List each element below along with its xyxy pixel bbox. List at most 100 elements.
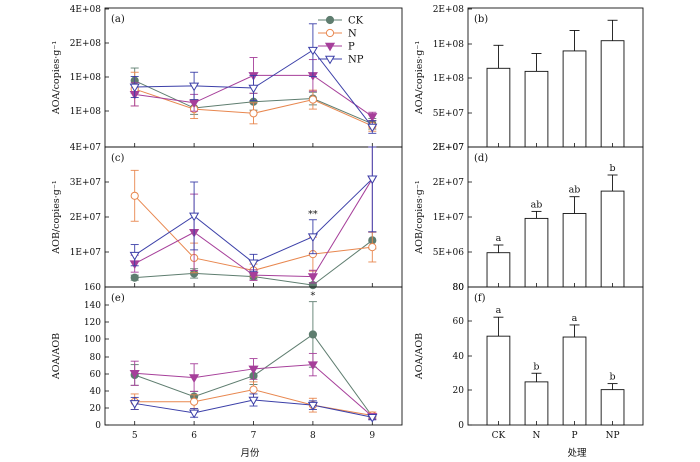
legend-item-np: NP <box>318 55 364 66</box>
data-point-np <box>189 82 200 92</box>
y-axis-label: AOB/copies·g⁻¹ <box>414 180 425 255</box>
panel-a-aoa-monthly: 4E+07 1E+08 1E+08 2E+08 4E+08 (a) AOA/copies·g… <box>51 5 403 153</box>
x-tick-label: 7 <box>251 431 257 441</box>
y-tick-label: 4E+07 <box>70 143 102 153</box>
significance-letter: a <box>496 233 502 244</box>
y-tick-label: 2E+07 <box>433 143 465 153</box>
data-point-np <box>248 396 259 406</box>
bar-p <box>562 336 587 426</box>
bar-ck <box>486 67 511 148</box>
legend-item-p: P <box>318 42 355 53</box>
bar-ck <box>486 252 511 288</box>
data-point-np <box>367 175 378 185</box>
data-point-np <box>129 400 140 409</box>
y-tick-label: 2E+07 <box>433 143 465 153</box>
data-point-np <box>129 251 140 261</box>
data-point-n <box>368 243 377 252</box>
y-tick-label: 80 <box>453 283 465 293</box>
data-point-np <box>189 212 200 222</box>
bar-ck <box>486 335 511 426</box>
data-point-n <box>249 109 258 118</box>
bar-p <box>562 50 587 148</box>
significance-letter: a <box>496 305 502 316</box>
x-tick-label: 6 <box>191 431 197 441</box>
data-point-p <box>129 369 140 379</box>
panel-label: (e) <box>111 293 125 304</box>
data-point-np <box>367 413 378 423</box>
data-point-n <box>130 191 139 200</box>
data-point-np <box>248 259 259 269</box>
data-point-n <box>308 95 317 104</box>
data-point-np <box>129 83 140 93</box>
x-tick-label: 9 <box>369 431 375 441</box>
data-point-p <box>248 365 259 375</box>
data-point-np <box>307 401 318 411</box>
y-tick-label: 2E+07 <box>433 178 465 188</box>
y-tick-label: 60 <box>453 317 465 327</box>
y-tick-label: 120 <box>84 318 101 328</box>
data-point-ck <box>130 273 139 282</box>
data-point-p <box>367 113 378 122</box>
legend-marker <box>325 15 335 25</box>
y-tick-label: 0 <box>458 421 464 431</box>
panel-label: (a) <box>111 14 125 25</box>
y-tick-label: 40 <box>90 387 102 397</box>
legend-item-n: N <box>318 29 357 40</box>
y-tick-label: 4E+08 <box>70 5 102 15</box>
x-tick-label: 5 <box>132 431 138 441</box>
y-tick-label: 1E+08 <box>70 107 102 117</box>
y-tick-label: 1E+07 <box>433 213 465 223</box>
legend-label: N <box>348 29 357 40</box>
legend: CK NP NP <box>318 16 364 66</box>
bar-n <box>524 70 549 148</box>
significance-letter: ab <box>569 185 581 196</box>
legend-item-ck: CK <box>318 16 364 27</box>
bar-p <box>562 213 587 288</box>
panel-d-aob-treatment: 80 5E+06 1E+07 2E+07 2E+07 (d) AOB/copies·g⁻¹ a… <box>414 143 644 293</box>
y-tick-label: 100 <box>84 335 101 345</box>
y-tick-label: 3E+07 <box>70 178 102 188</box>
legend-label: P <box>348 42 355 53</box>
y-tick-label: 20 <box>453 386 465 396</box>
data-point-np <box>189 409 200 419</box>
data-point-p <box>307 361 318 371</box>
panel-label: (b) <box>474 14 488 25</box>
panel-c-aob-monthly: 1E+07 2E+07 3E+07 (c) AOB/copies·g⁻¹ ** <box>51 146 403 290</box>
significance-marker: * <box>311 291 316 302</box>
x-axis-label-treatment: 处理 <box>567 447 587 459</box>
y-tick-label: 1E+08 <box>70 73 102 83</box>
y-tick-label: 60 <box>90 370 102 380</box>
data-point-p <box>189 374 200 383</box>
data-point-ck <box>308 330 317 339</box>
panel-e-ratio-monthly: 0 20 40 60 80 100 120 140 160 (e) AOA/AOB 5 6 7 8 9 * <box>51 283 403 441</box>
legend-marker <box>325 28 335 38</box>
bar-n <box>524 217 549 288</box>
bar-n <box>524 381 549 426</box>
legend-marker <box>324 55 336 65</box>
y-tick-label: 20 <box>90 404 102 414</box>
y-axis-label: AOA/AOB <box>414 333 425 380</box>
x-tick-label: 8 <box>310 431 316 441</box>
x-tick-label: CK <box>492 431 506 441</box>
significance-letter: a <box>572 313 578 324</box>
legend-label: CK <box>348 16 364 27</box>
significance-letter: b <box>610 372 616 383</box>
data-point-np <box>367 123 378 133</box>
significance-letter: b <box>610 163 616 174</box>
y-tick-label: 140 <box>84 301 101 311</box>
series-line-np <box>134 178 373 264</box>
bar-np <box>600 190 625 288</box>
panel-label: (f) <box>474 293 486 304</box>
data-point-p <box>307 273 318 282</box>
significance-letter: ab <box>531 199 543 210</box>
panel-b-aoa-treatment: 2E+07 5E+07 1E+08 1E+08 2E+08 (b) AOA/copies·g… <box>414 5 644 153</box>
significance-letter: b <box>533 361 539 372</box>
x-tick-label: N <box>533 431 541 441</box>
data-point-np <box>307 46 318 56</box>
panel-f-ratio-treatment: 0 20 40 60 80 (f) AOA/AOB a CK b Na Pb NP <box>414 283 644 441</box>
panel-label: (d) <box>474 153 488 164</box>
y-axis-label: AOA/AOB <box>51 333 62 380</box>
y-tick-label: 1E+08 <box>433 74 465 84</box>
panel-label: (c) <box>111 153 125 164</box>
